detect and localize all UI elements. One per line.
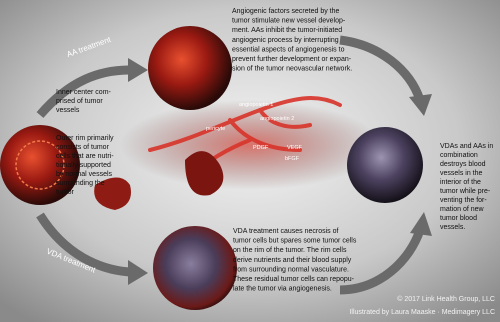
- molecule-label: angiopoietin 1: [239, 102, 273, 108]
- arrowheads: [128, 58, 432, 285]
- text-line: consists of tumor: [56, 144, 110, 151]
- text-line: on the rim of the tumor. The rim cells: [233, 247, 347, 254]
- text-line: ment. AAs inhibit the tumor-initiated: [232, 27, 342, 34]
- text-line: angiogenic process by interrupting: [232, 37, 339, 44]
- text-line: venting the for-: [440, 197, 487, 204]
- tumor-fragment: [185, 151, 224, 196]
- text-line: mation of new: [440, 206, 485, 213]
- text-line: tionally supported: [56, 162, 111, 169]
- text-line: prised of tumor: [56, 98, 103, 105]
- tumor-vessels: [15, 140, 65, 190]
- tumor-fragment: [94, 177, 131, 210]
- vda-tumor: [153, 226, 237, 310]
- text-line: from surrounding normal vasculature.: [233, 266, 349, 273]
- text-line: late the tumor via angiogenesis.: [233, 286, 332, 293]
- text-line: tumor stimulate new vessel develop-: [232, 18, 346, 25]
- text-line: by normal vessels: [56, 171, 113, 178]
- untreated-tumor: [0, 125, 80, 205]
- aa-tumor: [148, 26, 232, 110]
- text-line: sion of the tumor neovascular network.: [232, 66, 352, 73]
- credit: Illustrated by Laura Maaske · Medimagery…: [349, 309, 495, 316]
- text-line: derive nutrients and their blood supply: [233, 257, 352, 264]
- text-line: surrounding the: [56, 180, 105, 187]
- text-line: vessels.: [440, 224, 465, 231]
- text-line: Inner center com-: [56, 89, 112, 96]
- text-layer: Inner center com-prised of tumor vessels O…: [56, 8, 495, 316]
- molecule-label: VEGF: [287, 145, 303, 151]
- vessel-field: [120, 100, 380, 190]
- text-line: VDA treatment causes necrosis of: [233, 228, 338, 235]
- text-line: cells that are nutri-: [56, 153, 114, 160]
- molecule-label: bFGF: [285, 156, 300, 162]
- text-line: VDAs and AAs in: [440, 143, 493, 150]
- molecule-label: pericyte: [206, 126, 225, 132]
- text-line: Angiogenic factors secreted by the: [232, 8, 340, 15]
- text-line: essential aspects of angiogenesis to: [232, 46, 345, 53]
- text-line: destroys blood: [440, 161, 486, 168]
- molecule-label: PDGF: [253, 145, 269, 151]
- text-line: vessels in the: [440, 170, 483, 177]
- text-line: tumor blood: [440, 215, 477, 222]
- molecule-label: angiopoietin 2: [260, 116, 294, 122]
- arrows: [36, 35, 425, 295]
- text-line: These residual tumor cells can repopu-: [233, 276, 355, 283]
- text-line: combination: [440, 152, 478, 159]
- text-line: Outer rim primarily: [56, 135, 114, 142]
- text-line: prevent further development or expan-: [232, 56, 352, 63]
- text-line: tumor cells but spares some tumor cells: [233, 238, 357, 245]
- text-line: vessels: [56, 107, 80, 114]
- text-line: tumor: [56, 189, 75, 196]
- combination-tumor: [347, 127, 423, 203]
- credit: © 2017 Link Health Group, LLC: [397, 295, 495, 303]
- text-line: tumor while pre-: [440, 188, 491, 195]
- text-line: interior of the: [440, 179, 481, 186]
